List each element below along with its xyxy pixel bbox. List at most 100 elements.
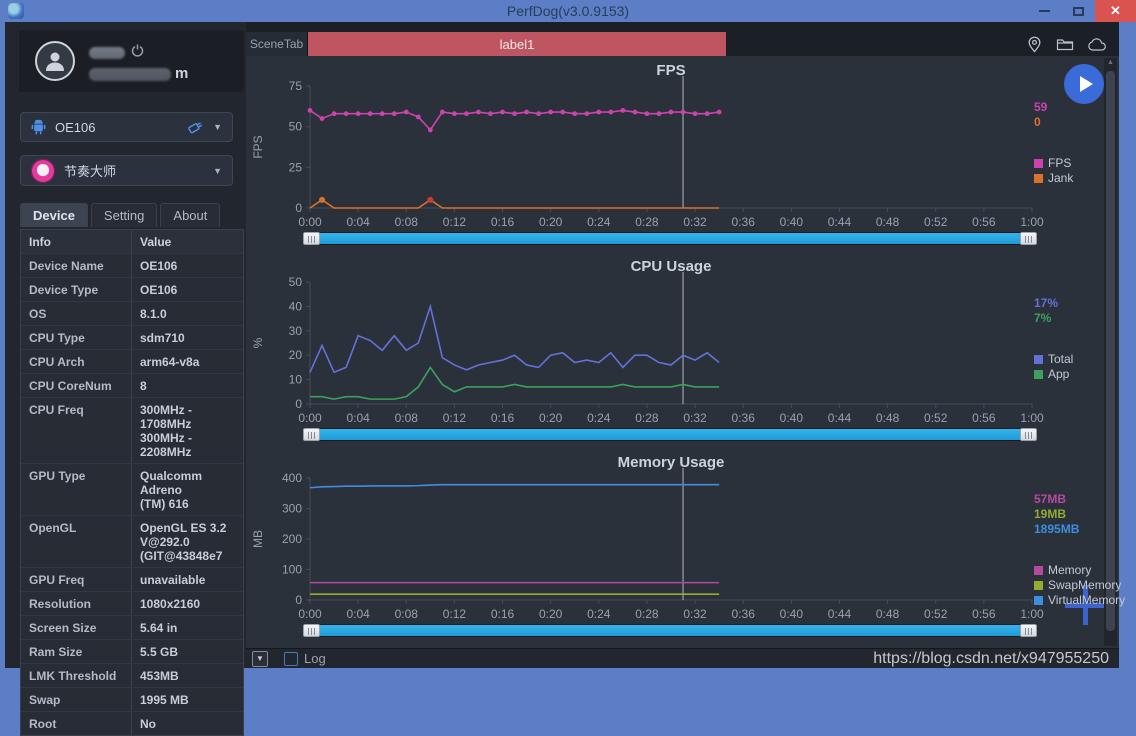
slider-handle-left[interactable] xyxy=(303,624,320,637)
time-range-slider[interactable] xyxy=(303,232,1037,245)
x-tick-label: 0:04 xyxy=(346,607,370,621)
slider-track[interactable] xyxy=(311,625,1029,636)
slider-track[interactable] xyxy=(311,429,1029,440)
maximize-button[interactable] xyxy=(1061,0,1095,22)
x-tick-label: 0:04 xyxy=(346,215,370,229)
y-tick-label: 200 xyxy=(282,532,302,546)
x-tick-label: 0:12 xyxy=(443,215,467,229)
x-tick-label: 0:44 xyxy=(828,607,852,621)
legend-swatch xyxy=(1034,159,1043,168)
y-tick-label: 10 xyxy=(289,373,303,387)
location-pin-icon[interactable] xyxy=(1026,36,1043,53)
x-tick-label: 0:40 xyxy=(780,215,804,229)
legend-label: Jank xyxy=(1048,171,1073,186)
x-tick-label: 0:36 xyxy=(732,215,756,229)
info-value: 453MB xyxy=(131,664,243,687)
x-tick-label: 0:28 xyxy=(635,411,659,425)
y-axis-label: % xyxy=(251,337,265,348)
log-checkbox[interactable] xyxy=(284,652,298,666)
minimize-button[interactable] xyxy=(1027,0,1061,22)
legend-swatch xyxy=(1034,370,1043,379)
info-value: sdm710 xyxy=(131,326,243,349)
legend-item-total: Total xyxy=(1034,352,1136,367)
series-total xyxy=(310,306,719,372)
app-select[interactable]: 节奏大师 ▼ xyxy=(20,155,233,186)
info-value: unavailable xyxy=(131,568,243,591)
x-tick-label: 1:00 xyxy=(1020,607,1044,621)
device-select[interactable]: OE106 ▼ xyxy=(20,112,233,142)
info-value: OpenGL ES 3.2 V@292.0 (GIT@43848e7 xyxy=(131,516,243,567)
legend-label: SwapMemory xyxy=(1048,578,1121,593)
x-tick-label: 0:36 xyxy=(732,411,756,425)
window-title: PerfDog(v3.0.9153) xyxy=(0,0,1136,22)
sidebar-tab-about[interactable]: About xyxy=(160,203,220,227)
info-label: LMK Threshold xyxy=(21,664,131,687)
tab-label1[interactable]: label1 xyxy=(308,32,726,56)
usb-icon xyxy=(187,120,205,134)
slider-handle-left[interactable] xyxy=(303,428,320,441)
app-select-value: 节奏大师 xyxy=(64,161,205,180)
cloud-icon[interactable] xyxy=(1087,37,1107,52)
slider-handle-left[interactable] xyxy=(303,232,320,245)
slider-handle-right[interactable] xyxy=(1020,428,1037,441)
title-bar[interactable]: PerfDog(v3.0.9153) ✕ xyxy=(0,0,1136,22)
x-tick-label: 0:24 xyxy=(587,215,611,229)
close-button[interactable]: ✕ xyxy=(1095,0,1136,22)
legend-item-virtualmemory: VirtualMemory xyxy=(1034,593,1136,608)
x-tick-label: 0:32 xyxy=(683,215,707,229)
x-tick-label: 0:44 xyxy=(828,215,852,229)
x-tick-label: 0:08 xyxy=(395,411,419,425)
y-axis-label: MB xyxy=(251,530,265,548)
expand-log-button[interactable]: ▼ xyxy=(252,651,268,667)
x-tick-label: 0:16 xyxy=(491,607,515,621)
slider-handle-right[interactable] xyxy=(1020,624,1037,637)
legend-label: App xyxy=(1048,367,1069,382)
x-tick-label: 0:12 xyxy=(443,607,467,621)
x-tick-label: 0:24 xyxy=(587,607,611,621)
power-icon[interactable] xyxy=(131,44,144,62)
info-value: OE106 xyxy=(131,278,243,301)
info-label: Info xyxy=(21,230,131,253)
info-value: Qualcomm Adreno (TM) 616 xyxy=(131,464,243,515)
info-value: 1080x2160 xyxy=(131,592,243,615)
x-tick-label: 1:00 xyxy=(1020,215,1044,229)
y-tick-label: 50 xyxy=(289,275,303,289)
scenetab-button[interactable]: SceneTab xyxy=(246,32,308,56)
series-virtualmemory xyxy=(310,485,719,488)
app-window: PerfDog(v3.0.9153) ✕ xyxy=(0,0,1136,679)
y-tick-label: 400 xyxy=(282,471,302,485)
y-tick-label: 100 xyxy=(282,563,302,577)
y-tick-label: 0 xyxy=(295,593,302,607)
legend-label: Total xyxy=(1048,352,1073,367)
slider-track[interactable] xyxy=(311,233,1029,244)
y-tick-label: 25 xyxy=(289,160,303,174)
x-tick-label: 0:48 xyxy=(876,607,900,621)
sidebar-tab-setting[interactable]: Setting xyxy=(91,203,157,227)
sidebar-tab-device[interactable]: Device xyxy=(20,203,88,227)
log-toggle[interactable]: Log xyxy=(284,651,326,666)
folder-icon[interactable] xyxy=(1056,36,1074,52)
time-range-slider[interactable] xyxy=(303,624,1037,637)
info-value: 8.1.0 xyxy=(131,302,243,325)
series-app xyxy=(310,367,719,399)
info-label: CPU Freq xyxy=(21,398,131,463)
info-label: OS xyxy=(21,302,131,325)
slider-handle-right[interactable] xyxy=(1020,232,1037,245)
chart-title: Memory Usage xyxy=(618,454,725,471)
x-tick-label: 0:24 xyxy=(587,411,611,425)
time-range-slider[interactable] xyxy=(303,428,1037,441)
person-icon xyxy=(42,48,68,74)
y-tick-label: 40 xyxy=(289,299,303,313)
info-label: CPU Arch xyxy=(21,350,131,373)
chart-title: FPS xyxy=(656,62,685,79)
